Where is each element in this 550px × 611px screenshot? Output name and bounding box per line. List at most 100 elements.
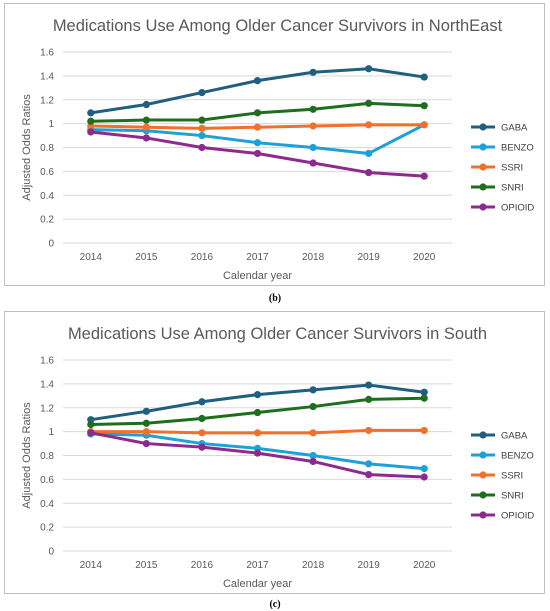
legend-marker xyxy=(479,491,487,499)
data-point-ssri xyxy=(309,429,317,437)
x-tick-label: 2017 xyxy=(246,252,269,263)
y-tick-label: 1.4 xyxy=(40,71,54,82)
data-point-snri xyxy=(253,408,262,417)
data-point-snri xyxy=(309,105,317,113)
legend-marker xyxy=(479,431,487,439)
data-point-snri xyxy=(87,117,95,125)
y-tick-label: 1.2 xyxy=(40,95,54,106)
x-tick-label: 2015 xyxy=(135,252,158,263)
data-point-ssri xyxy=(365,426,373,435)
data-point-ssri xyxy=(198,124,206,132)
y-tick-label: 1 xyxy=(48,427,54,438)
data-point-snri xyxy=(87,420,95,429)
x-tick-label: 2017 xyxy=(246,560,269,571)
chart-panel-northeast: Medications Use Among Older Cancer Survi… xyxy=(4,3,545,286)
x-tick-label: 2014 xyxy=(80,560,103,571)
y-axis-label: Adjusted Odds Ratios xyxy=(21,94,33,201)
data-point-ssri xyxy=(309,122,317,130)
legend-label-benzo: BENZO xyxy=(501,451,534,462)
data-point-ssri xyxy=(198,429,206,437)
y-tick-label: 0.8 xyxy=(40,451,54,462)
x-tick-label: 2018 xyxy=(302,560,325,571)
y-tick-label: 0.6 xyxy=(40,475,54,486)
data-point-ssri xyxy=(365,121,373,129)
data-point-ssri xyxy=(420,426,428,435)
legend-label-opioid: OPIOID xyxy=(501,511,534,522)
legend-marker xyxy=(479,123,487,131)
data-point-ssri xyxy=(142,123,150,131)
legend-label-ssri: SSRI xyxy=(501,471,523,482)
data-point-benzo xyxy=(365,149,373,158)
series-line-gaba xyxy=(90,67,425,115)
legend-label-opioid: OPIOID xyxy=(501,203,534,214)
y-tick-label: 0.8 xyxy=(40,143,54,154)
data-point-snri xyxy=(198,116,206,124)
data-point-gaba xyxy=(253,77,262,85)
data-point-gaba xyxy=(365,65,373,73)
data-point-benzo xyxy=(253,139,262,147)
legend-marker xyxy=(479,451,487,459)
chart-panel-south: Medications Use Among Older Cancer Survi… xyxy=(4,311,545,594)
data-point-gaba xyxy=(198,88,206,97)
data-point-snri xyxy=(198,414,206,423)
data-point-opioid xyxy=(198,143,206,152)
x-axis-label: Calendar year xyxy=(223,578,292,590)
data-point-opioid xyxy=(309,457,317,466)
y-tick-label: 0.4 xyxy=(40,191,54,202)
data-point-gaba xyxy=(142,100,150,109)
data-point-ssri xyxy=(253,429,262,437)
x-tick-label: 2020 xyxy=(413,560,436,571)
data-point-snri xyxy=(309,402,317,411)
data-point-opioid xyxy=(142,439,150,448)
legend-label-ssri: SSRI xyxy=(501,163,523,174)
data-point-gaba xyxy=(87,109,95,117)
caption-b: (b) xyxy=(268,293,282,304)
data-point-snri xyxy=(365,395,373,403)
legend-label-benzo: BENZO xyxy=(501,143,534,154)
data-point-snri xyxy=(420,394,428,402)
data-point-opioid xyxy=(253,149,262,158)
x-tick-label: 2016 xyxy=(191,560,214,571)
data-point-opioid xyxy=(87,429,95,437)
y-tick-label: 0.2 xyxy=(40,523,54,534)
chart-title: Medications Use Among Older Cancer Survi… xyxy=(68,325,487,343)
data-point-gaba xyxy=(253,391,262,399)
data-point-opioid xyxy=(309,159,317,167)
caption-c: (c) xyxy=(269,599,281,610)
data-point-opioid xyxy=(365,168,373,177)
data-point-gaba xyxy=(420,73,428,81)
legend-marker xyxy=(479,183,487,191)
data-point-snri xyxy=(420,102,428,110)
data-point-ssri xyxy=(253,123,262,131)
data-point-gaba xyxy=(365,381,373,389)
data-point-ssri xyxy=(420,121,428,129)
legend-marker xyxy=(479,203,487,211)
data-point-benzo xyxy=(365,460,373,468)
y-tick-label: 1.6 xyxy=(40,48,54,59)
y-tick-label: 0.6 xyxy=(40,167,54,178)
data-point-opioid xyxy=(142,134,150,142)
legend-marker xyxy=(479,511,487,519)
x-tick-label: 2018 xyxy=(302,252,325,263)
chart-title: Medications Use Among Older Cancer Survi… xyxy=(53,17,503,35)
data-point-gaba xyxy=(420,388,428,396)
data-point-ssri xyxy=(142,428,150,436)
data-point-benzo xyxy=(420,465,428,473)
data-point-benzo xyxy=(309,451,317,460)
x-tick-label: 2016 xyxy=(191,252,214,263)
legend-marker xyxy=(479,471,487,479)
data-point-snri xyxy=(142,419,150,427)
y-tick-label: 1.2 xyxy=(40,403,54,414)
legend-marker xyxy=(479,163,487,171)
data-point-opioid xyxy=(420,172,428,180)
x-tick-label: 2019 xyxy=(358,252,381,263)
legend-label-snri: SNRI xyxy=(501,183,524,194)
y-tick-label: 0.4 xyxy=(40,499,54,510)
data-point-opioid xyxy=(253,449,262,457)
y-tick-label: 0 xyxy=(48,239,54,250)
south-chart: Medications Use Among Older Cancer Survi… xyxy=(21,325,534,590)
x-axis-label: Calendar year xyxy=(223,270,292,282)
data-point-opioid xyxy=(87,128,95,136)
y-axis-label: Adjusted Odds Ratios xyxy=(21,402,33,509)
y-tick-label: 1 xyxy=(48,119,54,130)
